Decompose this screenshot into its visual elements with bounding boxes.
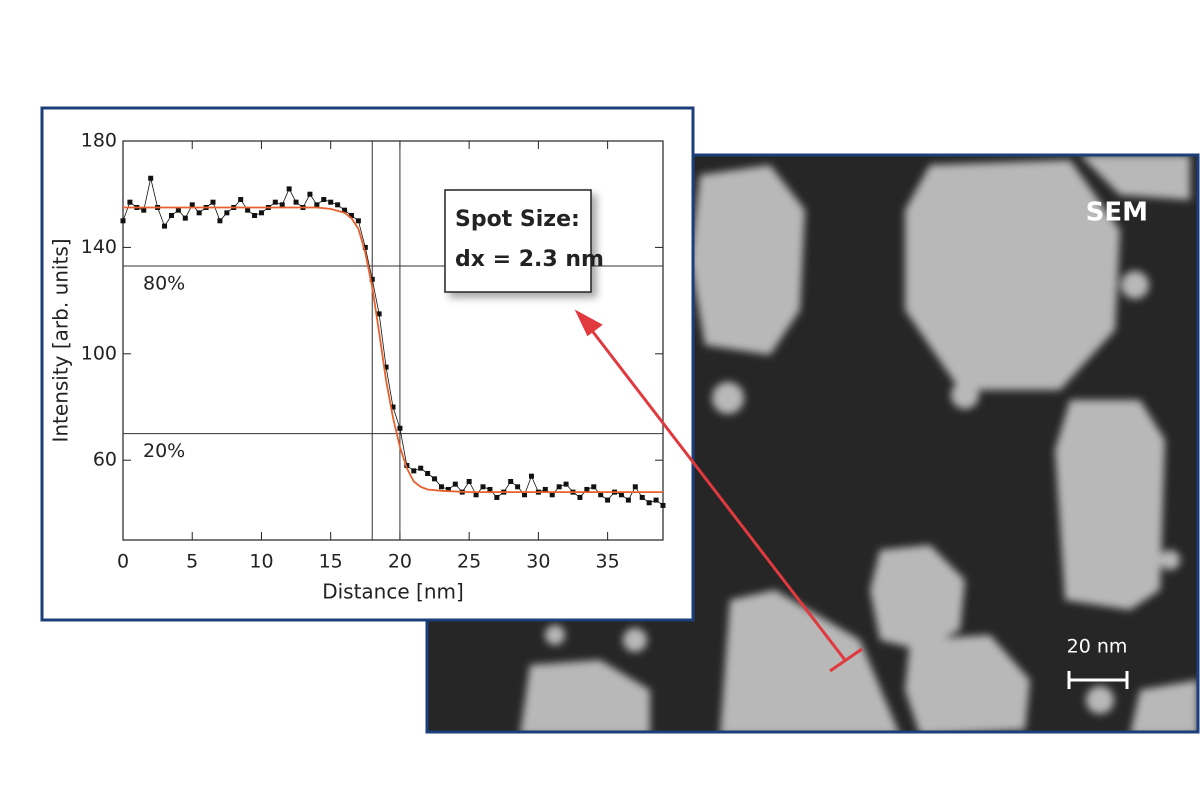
data-point [563,481,569,487]
data-point [224,210,230,216]
image-label: SEM [1086,198,1148,228]
x-tick-label: 0 [117,551,129,573]
data-point [480,484,486,490]
data-point [425,471,431,476]
arrow [574,309,863,673]
data-point [148,175,154,181]
data-point [348,212,354,218]
data-point [418,465,424,471]
annotation-line: Spot Size: [455,207,580,232]
data-point [321,197,327,203]
reference-label: 80% [143,273,185,295]
data-point [217,218,223,224]
y-tick-label: 100 [81,342,117,364]
data-point [307,191,313,197]
data-point [210,199,216,205]
x-tick-label: 20 [388,551,412,573]
chart-panel [40,106,695,622]
data-point [591,484,597,490]
data-point [182,215,188,221]
data-point [127,199,133,205]
plot-frame [122,140,664,541]
data-point [168,212,174,218]
data-point [473,492,479,498]
data-point [175,207,181,213]
data-point [438,484,444,490]
y-tick-label: 140 [81,236,117,258]
scale-bar [1067,671,1129,689]
data-point [432,476,438,482]
x-tick-label: 30 [526,551,550,573]
data-point [196,210,202,216]
annotation-line: dx = 2.3 nm [455,247,604,272]
data-point [397,425,403,431]
data-point [328,199,334,205]
data-point [605,497,611,503]
data-point [515,484,521,490]
data-point [252,212,258,218]
data-point [238,197,244,203]
data-point [549,492,555,498]
data-point [245,207,251,213]
x-tick-label: 5 [186,551,198,573]
data-point [369,276,375,282]
data-point [487,486,493,492]
data-point [528,473,534,479]
x-tick-label: 25 [457,551,481,573]
data-point [494,494,500,500]
data-point [445,486,451,492]
data-point [632,484,638,490]
data-point [625,497,631,503]
x-axis-label: Distance [nm] [322,580,464,604]
data-point [646,500,652,506]
annotation-box [444,189,592,293]
data-point [272,199,278,205]
data-point [577,494,583,500]
data-point [355,218,361,224]
data-point [653,497,659,503]
data-point [508,478,514,484]
scale-bar-label: 20 nm [1067,636,1128,658]
data-point [376,311,382,317]
plot: 0 5 10 15 20 25 30 35 60 100 140 180 Distance [nm] In… [49,130,666,604]
data-point [383,364,389,370]
data-point [556,484,562,490]
y-axis-label: Intensity [arb. units] [49,238,73,442]
data-point [618,492,624,498]
data-point [162,223,168,229]
data-point [542,486,548,492]
x-tick-label: 15 [319,551,343,573]
data-point [279,202,285,208]
data-point [660,502,666,508]
data-point [293,199,299,205]
data-point [639,494,645,500]
data-point [452,481,458,487]
data-point [411,468,417,474]
data-point [314,202,320,208]
data-point [390,404,396,410]
data-point [286,186,292,192]
y-tick-label: 60 [93,449,117,471]
x-tick-label: 35 [596,551,620,573]
data-point [522,492,528,498]
reference-label: 20% [143,440,185,462]
data-point [466,478,472,484]
data-point [120,218,126,224]
data-point [598,492,604,498]
data-point [342,207,348,213]
data-point [258,210,264,216]
sem-image: SEM 20 nm [427,155,1198,732]
data-point [189,202,195,208]
y-tick-label: 180 [81,130,117,152]
data-point [584,486,590,492]
x-tick-label: 10 [249,551,273,573]
fit-line [123,206,663,494]
data-point [362,244,368,250]
data-point [335,202,341,208]
data-point [141,207,147,213]
